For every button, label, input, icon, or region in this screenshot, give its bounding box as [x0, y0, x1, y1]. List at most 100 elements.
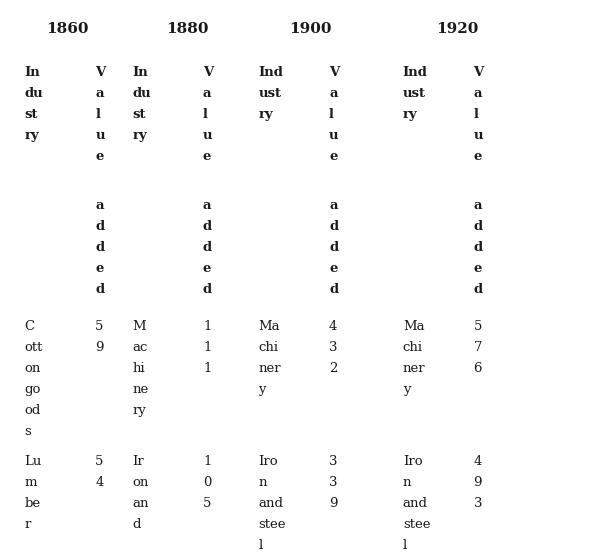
Text: a: a	[203, 199, 212, 212]
Text: e: e	[95, 150, 104, 163]
Text: V: V	[474, 66, 484, 79]
Text: stee: stee	[258, 518, 286, 532]
Text: od: od	[25, 404, 41, 417]
Text: 0: 0	[203, 476, 212, 490]
Text: Ir: Ir	[132, 455, 144, 469]
Text: ry: ry	[258, 108, 273, 121]
Text: l: l	[474, 108, 478, 121]
Text: l: l	[403, 539, 407, 552]
Text: d: d	[329, 220, 338, 233]
Text: Lu: Lu	[25, 455, 42, 469]
Text: ott: ott	[25, 341, 43, 354]
Text: 9: 9	[474, 476, 482, 490]
Text: 1: 1	[203, 320, 212, 333]
Text: C: C	[25, 320, 34, 333]
Text: d: d	[95, 241, 105, 254]
Text: In: In	[132, 66, 148, 79]
Text: a: a	[95, 199, 104, 212]
Text: e: e	[474, 262, 482, 275]
Text: and: and	[258, 497, 284, 511]
Text: ne: ne	[132, 383, 148, 396]
Text: 5: 5	[203, 497, 212, 511]
Text: d: d	[203, 241, 212, 254]
Text: chi: chi	[258, 341, 279, 354]
Text: ry: ry	[132, 404, 146, 417]
Text: V: V	[203, 66, 213, 79]
Text: 1880: 1880	[166, 22, 208, 36]
Text: 4: 4	[329, 320, 338, 333]
Text: st: st	[132, 108, 146, 121]
Text: ner: ner	[403, 362, 426, 375]
Text: u: u	[95, 129, 105, 142]
Text: M: M	[132, 320, 146, 333]
Text: r: r	[25, 518, 31, 532]
Text: y: y	[258, 383, 266, 396]
Text: l: l	[95, 108, 100, 121]
Text: m: m	[25, 476, 37, 490]
Text: d: d	[329, 283, 338, 296]
Text: Iro: Iro	[258, 455, 278, 469]
Text: 3: 3	[329, 341, 338, 354]
Text: 3: 3	[474, 497, 482, 511]
Text: stee: stee	[403, 518, 430, 532]
Text: 1860: 1860	[46, 22, 89, 36]
Text: e: e	[203, 150, 212, 163]
Text: 1: 1	[203, 362, 212, 375]
Text: e: e	[95, 262, 104, 275]
Text: e: e	[474, 150, 482, 163]
Text: e: e	[329, 150, 338, 163]
Text: d: d	[95, 220, 105, 233]
Text: d: d	[474, 241, 483, 254]
Text: du: du	[25, 87, 43, 100]
Text: ner: ner	[258, 362, 281, 375]
Text: 2: 2	[329, 362, 338, 375]
Text: 9: 9	[329, 497, 338, 511]
Text: l: l	[258, 539, 263, 552]
Text: d: d	[474, 220, 483, 233]
Text: Ma: Ma	[403, 320, 424, 333]
Text: In: In	[25, 66, 41, 79]
Text: a: a	[474, 199, 482, 212]
Text: 5: 5	[474, 320, 482, 333]
Text: an: an	[132, 497, 149, 511]
Text: n: n	[258, 476, 267, 490]
Text: st: st	[25, 108, 38, 121]
Text: d: d	[203, 220, 212, 233]
Text: hi: hi	[132, 362, 145, 375]
Text: l: l	[329, 108, 334, 121]
Text: and: and	[403, 497, 428, 511]
Text: 5: 5	[95, 455, 104, 469]
Text: d: d	[132, 518, 141, 532]
Text: on: on	[25, 362, 41, 375]
Text: ry: ry	[132, 129, 147, 142]
Text: ust: ust	[403, 87, 426, 100]
Text: n: n	[403, 476, 411, 490]
Text: a: a	[474, 87, 482, 100]
Text: a: a	[203, 87, 212, 100]
Text: 1: 1	[203, 455, 212, 469]
Text: u: u	[329, 129, 338, 142]
Text: be: be	[25, 497, 41, 511]
Text: Ind: Ind	[258, 66, 283, 79]
Text: Iro: Iro	[403, 455, 423, 469]
Text: 1920: 1920	[437, 22, 479, 36]
Text: 5: 5	[95, 320, 104, 333]
Text: a: a	[329, 87, 338, 100]
Text: u: u	[474, 129, 483, 142]
Text: e: e	[203, 262, 212, 275]
Text: ust: ust	[258, 87, 281, 100]
Text: 4: 4	[474, 455, 482, 469]
Text: V: V	[95, 66, 106, 79]
Text: 9: 9	[95, 341, 104, 354]
Text: e: e	[329, 262, 338, 275]
Text: d: d	[203, 283, 212, 296]
Text: Ma: Ma	[258, 320, 280, 333]
Text: go: go	[25, 383, 41, 396]
Text: 7: 7	[474, 341, 482, 354]
Text: Ind: Ind	[403, 66, 427, 79]
Text: 1: 1	[203, 341, 212, 354]
Text: ry: ry	[25, 129, 39, 142]
Text: 1900: 1900	[289, 22, 331, 36]
Text: a: a	[95, 87, 104, 100]
Text: V: V	[329, 66, 339, 79]
